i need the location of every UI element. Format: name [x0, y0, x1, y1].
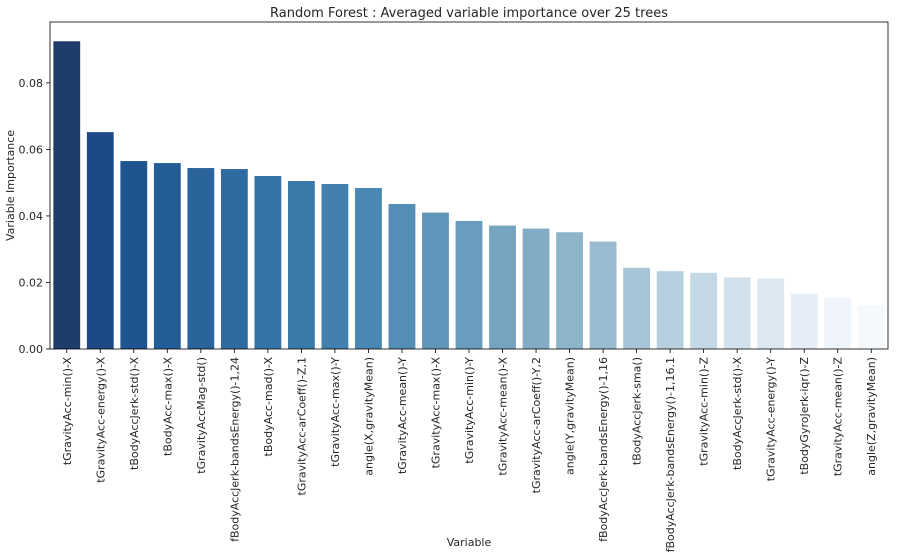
- bar: [388, 203, 416, 349]
- x-axis: tGravityAcc-min()-X tGravityAcc-energy()-…: [61, 349, 878, 552]
- bar: [455, 220, 483, 349]
- bar: [656, 271, 684, 349]
- bar: [522, 228, 550, 349]
- y-axis: 0.00 0.02 0.04 0.06 0.08: [19, 77, 50, 356]
- x-tick-label: angle(Y,gravityMean): [564, 357, 577, 475]
- y-tick-label: 0.06: [19, 143, 44, 156]
- bar: [790, 293, 818, 349]
- bar: [220, 169, 248, 349]
- y-axis-title: Variable Importance: [4, 130, 17, 241]
- x-tick-label: tBodyAcc-mad()-X: [262, 357, 275, 457]
- bar: [153, 163, 181, 349]
- x-tick-label: tBodyAccJerk-std()-X: [731, 357, 744, 470]
- bar: [556, 232, 583, 349]
- y-tick-label: 0.08: [19, 77, 44, 90]
- chart-title: Random Forest : Averaged variable import…: [270, 6, 668, 21]
- x-tick-label: angle(Z,gravityMean): [865, 357, 878, 476]
- x-tick-label: tGravityAcc-mean()-Z: [832, 357, 845, 477]
- bar: [187, 168, 215, 349]
- x-tick-label: fBodyAccJerk-bandsEnergy()-1,16.1: [664, 357, 677, 552]
- x-tick-label: fBodyAccJerk-bandsEnergy()-1,24: [228, 357, 241, 542]
- x-tick-label: tGravityAcc-energy()-Y: [765, 357, 778, 481]
- bar: [53, 41, 81, 349]
- x-tick-label: angle(X,gravityMean): [362, 357, 375, 476]
- bar: [857, 305, 885, 349]
- x-tick-label: tGravityAcc-min()-Z: [698, 357, 711, 466]
- bar: [254, 176, 282, 349]
- x-tick-label: tGravityAcc-energy()-X: [94, 357, 107, 483]
- bar: [723, 277, 751, 349]
- bar: [287, 181, 315, 349]
- x-tick-label: tBodyAccJerk-std()-X: [128, 357, 141, 470]
- y-tick-label: 0.02: [19, 276, 44, 289]
- bar: [489, 225, 516, 349]
- x-tick-label: tGravityAcc-max()-X: [429, 357, 442, 469]
- bar: [824, 297, 852, 349]
- y-tick-label: 0.04: [19, 210, 44, 223]
- bar: [86, 132, 114, 349]
- bar: [321, 184, 349, 349]
- x-tick-label: tBodyAccJerk-sma(): [631, 357, 644, 465]
- bar: [589, 241, 617, 349]
- bars-layer: [53, 41, 885, 349]
- x-tick-label: tGravityAcc-arCoeff()-Z,1: [295, 357, 308, 496]
- bar: [757, 278, 785, 349]
- bar: [690, 272, 718, 349]
- bar: [120, 161, 148, 349]
- x-tick-label: tGravityAcc-arCoeff()-Y,2: [530, 357, 543, 493]
- x-tick-label: tBodyAcc-max()-X: [161, 357, 174, 456]
- x-tick-label: tGravityAcc-min()-X: [61, 357, 74, 466]
- bar: [623, 267, 651, 349]
- x-tick-label: fBodyAccJerk-bandsEnergy()-1,16: [597, 357, 610, 542]
- x-tick-label: tGravityAcc-mean()-X: [497, 357, 510, 476]
- x-axis-title: Variable: [447, 536, 492, 549]
- x-tick-label: tBodyGyroJerk-iqr()-Z: [798, 357, 811, 475]
- bar: [422, 212, 449, 349]
- x-tick-label: tGravityAccMag-std(): [195, 357, 208, 474]
- x-tick-label: tGravityAcc-max()-Y: [329, 357, 342, 467]
- x-tick-label: tGravityAcc-mean()-Y: [396, 357, 409, 474]
- bar: [355, 187, 382, 349]
- x-tick-label: tGravityAcc-min()-Y: [463, 357, 476, 464]
- y-tick-label: 0.00: [19, 343, 44, 356]
